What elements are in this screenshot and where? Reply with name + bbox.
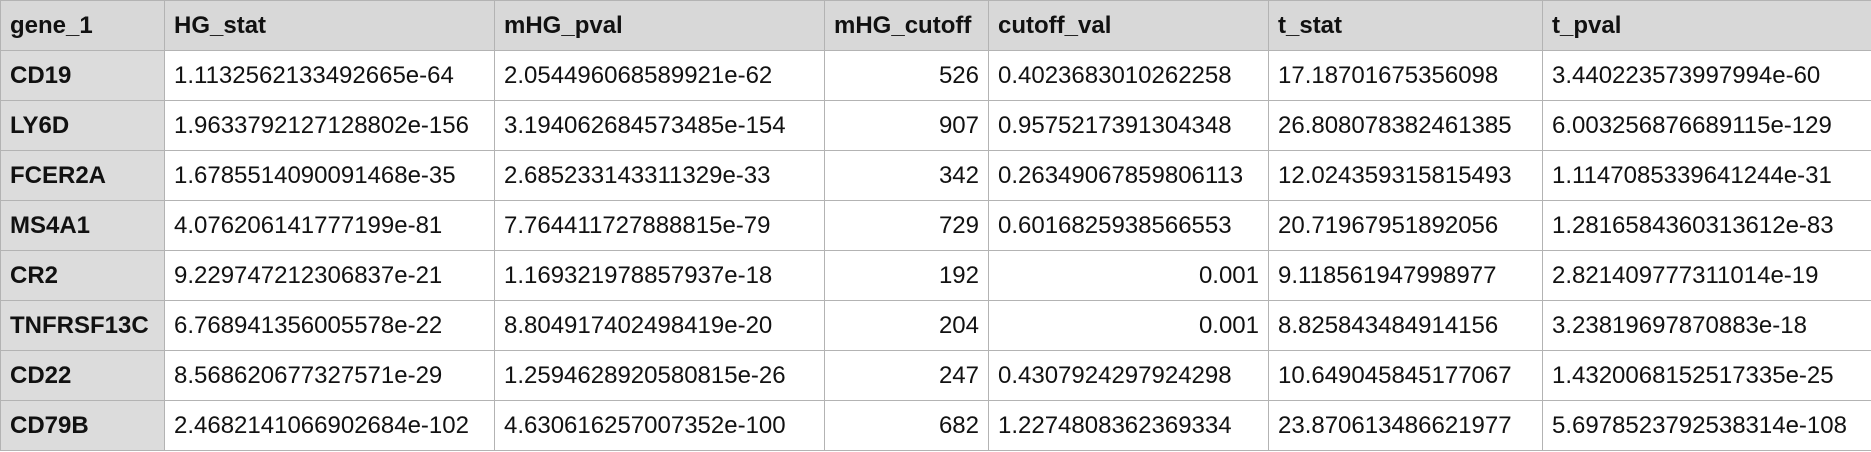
table-row: CR2 9.229747212306837e-21 1.169321978857…: [0, 250, 1871, 301]
table-cell[interactable]: CD22: [0, 350, 165, 401]
table-cell[interactable]: 9.118561947998977: [1268, 250, 1543, 301]
table-cell[interactable]: 7.764411727888815e-79: [494, 200, 825, 251]
table-cell[interactable]: 9.229747212306837e-21: [164, 250, 495, 301]
table-cell[interactable]: LY6D: [0, 100, 165, 151]
table-row: MS4A1 4.076206141777199e-81 7.7644117278…: [0, 200, 1871, 251]
table-cell[interactable]: 8.804917402498419e-20: [494, 300, 825, 351]
table-cell[interactable]: CR2: [0, 250, 165, 301]
table-cell[interactable]: FCER2A: [0, 150, 165, 201]
table-cell[interactable]: 4.076206141777199e-81: [164, 200, 495, 251]
table-cell[interactable]: 1.1147085339641244e-31: [1542, 150, 1871, 201]
table-cell[interactable]: TNFRSF13C: [0, 300, 165, 351]
table-row: LY6D 1.9633792127128802e-156 3.194062684…: [0, 100, 1871, 151]
table-cell[interactable]: 1.4320068152517335e-25: [1542, 350, 1871, 401]
table-cell[interactable]: 3.440223573997994e-60: [1542, 50, 1871, 101]
column-header-mhg_pval[interactable]: mHG_pval: [494, 0, 825, 51]
table-row: CD19 1.1132562133492665e-64 2.0544960685…: [0, 50, 1871, 101]
table-cell[interactable]: 0.6016825938566553: [988, 200, 1269, 251]
table-cell[interactable]: 729: [824, 200, 989, 251]
table-cell[interactable]: 6.003256876689115e-129: [1542, 100, 1871, 151]
table-cell[interactable]: 526: [824, 50, 989, 101]
table-row: TNFRSF13C 6.768941356005578e-22 8.804917…: [0, 300, 1871, 351]
table-cell[interactable]: 8.568620677327571e-29: [164, 350, 495, 401]
table-cell[interactable]: 192: [824, 250, 989, 301]
table-cell[interactable]: 1.6785514090091468e-35: [164, 150, 495, 201]
table-cell[interactable]: 1.2816584360313612e-83: [1542, 200, 1871, 251]
header-row: gene_1 HG_stat mHG_pval mHG_cutoff cutof…: [0, 0, 1871, 51]
table-cell[interactable]: 3.194062684573485e-154: [494, 100, 825, 151]
table-cell[interactable]: 2.685233143311329e-33: [494, 150, 825, 201]
table-cell[interactable]: 0.4307924297924298: [988, 350, 1269, 401]
table-cell[interactable]: 2.054496068589921e-62: [494, 50, 825, 101]
table-cell[interactable]: 1.2594628920580815e-26: [494, 350, 825, 401]
table-cell[interactable]: 0.26349067859806113: [988, 150, 1269, 201]
table-cell[interactable]: 1.169321978857937e-18: [494, 250, 825, 301]
column-header-hg_stat[interactable]: HG_stat: [164, 0, 495, 51]
column-header-t_stat[interactable]: t_stat: [1268, 0, 1543, 51]
table-cell[interactable]: 23.870613486621977: [1268, 400, 1543, 451]
table-cell[interactable]: 0.001: [988, 250, 1269, 301]
table-cell[interactable]: 5.6978523792538314e-108: [1542, 400, 1871, 451]
table-row: CD22 8.568620677327571e-29 1.25946289205…: [0, 350, 1871, 401]
column-header-mhg_cutoff[interactable]: mHG_cutoff: [824, 0, 989, 51]
table-cell[interactable]: 12.024359315815493: [1268, 150, 1543, 201]
table-cell[interactable]: 342: [824, 150, 989, 201]
table-cell[interactable]: 0.9575217391304348: [988, 100, 1269, 151]
table-cell[interactable]: 1.9633792127128802e-156: [164, 100, 495, 151]
table-cell[interactable]: CD79B: [0, 400, 165, 451]
table-cell[interactable]: 17.18701675356098: [1268, 50, 1543, 101]
table-cell[interactable]: 2.821409777311014e-19: [1542, 250, 1871, 301]
table-cell[interactable]: 3.23819697870883e-18: [1542, 300, 1871, 351]
table-cell[interactable]: 0.001: [988, 300, 1269, 351]
table-row: FCER2A 1.6785514090091468e-35 2.68523314…: [0, 150, 1871, 201]
table-cell[interactable]: 6.768941356005578e-22: [164, 300, 495, 351]
table-cell[interactable]: MS4A1: [0, 200, 165, 251]
table-row: CD79B 2.4682141066902684e-102 4.63061625…: [0, 400, 1871, 451]
table-cell[interactable]: 20.71967951892056: [1268, 200, 1543, 251]
table-cell[interactable]: 0.4023683010262258: [988, 50, 1269, 101]
table-cell[interactable]: 1.2274808362369334: [988, 400, 1269, 451]
table-cell[interactable]: CD19: [0, 50, 165, 101]
column-header-cutoff_val[interactable]: cutoff_val: [988, 0, 1269, 51]
table-cell[interactable]: 8.825843484914156: [1268, 300, 1543, 351]
column-header-gene_1[interactable]: gene_1: [0, 0, 165, 51]
table-cell[interactable]: 26.808078382461385: [1268, 100, 1543, 151]
column-header-t_pval[interactable]: t_pval: [1542, 0, 1871, 51]
table-cell[interactable]: 204: [824, 300, 989, 351]
table-cell[interactable]: 907: [824, 100, 989, 151]
table-cell[interactable]: 4.630616257007352e-100: [494, 400, 825, 451]
table-cell[interactable]: 682: [824, 400, 989, 451]
table-cell[interactable]: 10.649045845177067: [1268, 350, 1543, 401]
table-cell[interactable]: 2.4682141066902684e-102: [164, 400, 495, 451]
table-cell[interactable]: 247: [824, 350, 989, 401]
table-cell[interactable]: 1.1132562133492665e-64: [164, 50, 495, 101]
